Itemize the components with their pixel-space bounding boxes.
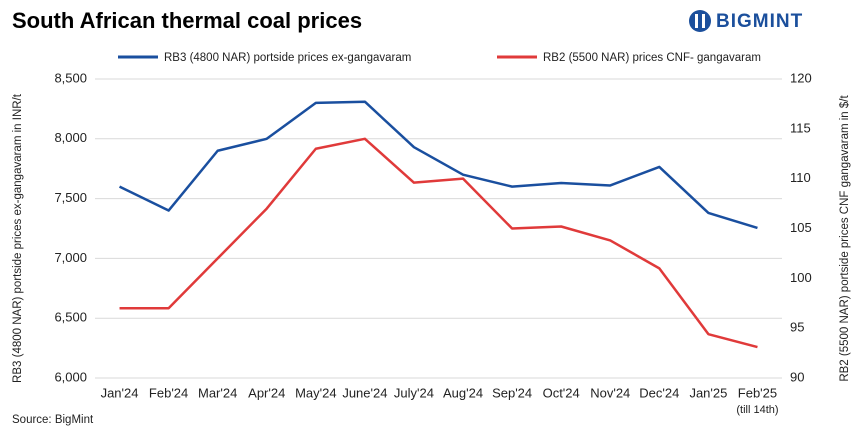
y2-tick-label: 110 (790, 170, 811, 185)
y2-tick-label: 115 (790, 120, 811, 135)
x-tick-label: Dec'24 (639, 385, 679, 400)
logo: BIGMINT (689, 10, 803, 32)
annotation: (till 14th) (736, 404, 778, 416)
y-tick-label: 6,000 (54, 369, 87, 384)
y2-axis-title: RB2 (5500 NAR) portside prices CNF ganga… (839, 95, 851, 382)
logo-text: BIGMINT (716, 11, 803, 32)
x-tick-label: May'24 (295, 385, 337, 400)
y2-tick-label: 90 (790, 369, 804, 384)
y-axis-title: RB3 (4800 NAR) portside prices ex-gangav… (12, 93, 24, 383)
logo-icon (695, 14, 698, 28)
y2-tick-label: 120 (790, 70, 812, 85)
series-line (119, 137, 758, 349)
series-line (118, 100, 758, 230)
x-tick-label: Sep'24 (492, 385, 532, 400)
y-tick-label: 7,000 (54, 250, 87, 265)
x-tick-label: June'24 (342, 385, 387, 400)
y2-tick-label: 100 (790, 270, 812, 285)
x-tick-label: Feb'25 (738, 385, 777, 400)
y-tick-label: 8,000 (54, 130, 87, 145)
x-tick-label: Jan'25 (689, 385, 727, 400)
y-tick-label: 8,500 (54, 70, 87, 85)
x-tick-label: Nov'24 (590, 385, 630, 400)
legend-label: RB2 (5500 NAR) prices CNF- gangavaram (543, 52, 761, 64)
y2-tick-label: 105 (790, 220, 812, 235)
y-tick-label: 6,500 (54, 310, 87, 325)
logo-icon (702, 14, 705, 28)
x-tick-label: Mar'24 (198, 385, 237, 400)
x-tick-label: Jan'24 (101, 385, 139, 400)
source: Source: BigMint (12, 414, 94, 426)
x-tick-label: Feb'24 (149, 385, 188, 400)
y-tick-label: 7,500 (54, 190, 87, 205)
chart-title: South African thermal coal prices (12, 8, 362, 33)
logo-icon (689, 10, 711, 32)
x-tick-label: Apr'24 (248, 385, 285, 400)
x-tick-label: Oct'24 (543, 385, 580, 400)
y2-tick-label: 95 (790, 320, 804, 335)
x-tick-label: July'24 (394, 385, 434, 400)
legend-label: RB3 (4800 NAR) portside prices ex-gangav… (164, 52, 411, 64)
x-tick-label: Aug'24 (443, 385, 483, 400)
